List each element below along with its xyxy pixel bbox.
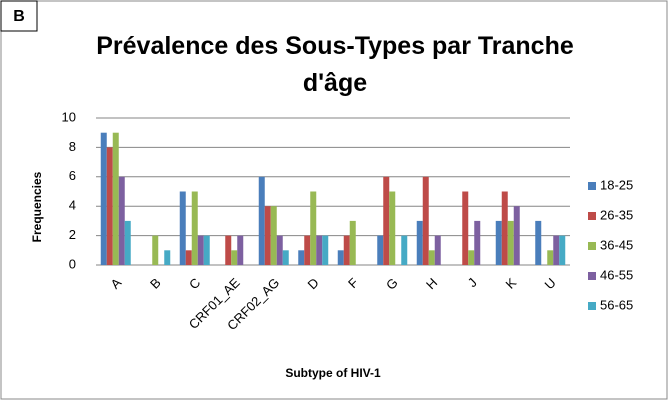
bar: [276, 235, 283, 265]
bar: [535, 220, 542, 265]
legend-swatch: [588, 212, 596, 220]
bar: [507, 220, 514, 265]
bar: [553, 235, 560, 265]
bar: [264, 206, 271, 265]
bar: [428, 250, 435, 265]
bar: [377, 235, 384, 265]
bar: [258, 176, 265, 265]
bar: [468, 250, 475, 265]
bar: [282, 250, 289, 265]
legend-label: 18-25: [600, 177, 633, 192]
y-tick-label: 6: [69, 168, 76, 183]
bar: [100, 132, 107, 265]
bar: [237, 235, 244, 265]
y-axis-label: Frequencies: [30, 171, 44, 242]
bar: [310, 191, 317, 265]
legend-swatch: [588, 182, 596, 190]
bar: [547, 250, 554, 265]
y-tick-label: 0: [69, 256, 76, 271]
legend-label: 26-35: [600, 207, 633, 222]
bar: [389, 191, 396, 265]
bar: [416, 220, 423, 265]
y-tick-label: 4: [69, 198, 76, 213]
bar: [197, 235, 204, 265]
y-tick-label: 2: [69, 227, 76, 242]
bar: [152, 235, 159, 265]
y-tick-label: 10: [62, 109, 76, 124]
bar: [270, 206, 277, 265]
bar: [124, 220, 131, 265]
bar: [383, 176, 390, 265]
x-axis-label: Subtype of HIV-1: [285, 366, 381, 380]
bar: [322, 235, 329, 265]
bar: [422, 176, 429, 265]
bar: [462, 191, 469, 265]
bar: [349, 220, 356, 265]
bar: [304, 235, 311, 265]
bar: [343, 235, 350, 265]
bar: [225, 235, 232, 265]
bar: [118, 176, 125, 265]
panel-box: [0, 0, 38, 32]
bar: [316, 235, 323, 265]
bar: [501, 191, 508, 265]
bar: [513, 206, 520, 265]
bar: [164, 250, 171, 265]
bar: [337, 250, 344, 265]
bar: [401, 235, 408, 265]
bar: [474, 220, 481, 265]
panel-label: B: [13, 8, 25, 25]
chart-title: Prévalence des Sous-Types par Tranche d'…: [96, 32, 574, 97]
legend-label: 36-45: [600, 237, 633, 252]
bar: [298, 250, 305, 265]
bar: [559, 235, 566, 265]
legend-swatch: [588, 272, 596, 280]
y-tick-label: 8: [69, 139, 76, 154]
legend-swatch: [588, 302, 596, 310]
bar: [434, 235, 441, 265]
bar: [112, 132, 119, 265]
bar: [106, 147, 113, 265]
bar: [231, 250, 238, 265]
legend-label: 56-65: [600, 297, 633, 312]
bar: [179, 191, 186, 265]
bar: [185, 250, 192, 265]
bar: [191, 191, 198, 265]
legend-swatch: [588, 242, 596, 250]
bar: [203, 235, 210, 265]
legend-label: 46-55: [600, 267, 633, 282]
bar: [495, 220, 502, 265]
